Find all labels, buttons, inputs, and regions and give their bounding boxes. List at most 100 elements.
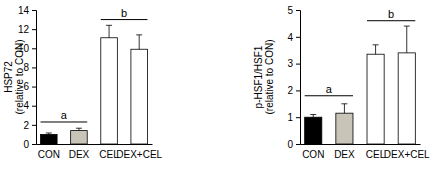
error-bar-stem <box>109 25 110 37</box>
plot-area <box>41 25 148 144</box>
y-tick: 2 <box>23 120 36 131</box>
y-tick-label: 3 <box>287 58 293 69</box>
x-tick-label: CEL <box>366 149 386 160</box>
error-bar-cap <box>341 103 347 104</box>
y-tick-mark <box>296 64 300 65</box>
y-axis-title-line: HSP72 <box>3 61 14 93</box>
y-tick-label: 2 <box>23 120 29 131</box>
error-bar <box>341 104 347 113</box>
y-axis-title-line: p-HSF1/HSF1 <box>253 45 264 108</box>
x-axis-line <box>301 144 421 145</box>
error-bar-cap <box>404 26 410 27</box>
x-tick-label: CON <box>302 149 324 160</box>
x-tick-label: CON <box>38 149 60 160</box>
y-tick-mark <box>32 48 36 49</box>
x-tick-label: DEX+CEL <box>384 149 430 160</box>
chart: 02468101214CONDEXCELDEX+CELHSP72(relativ… <box>3 5 163 160</box>
y-tick-mark <box>32 125 36 126</box>
error-bar-stem <box>375 45 376 54</box>
error-bar-cap <box>46 132 52 133</box>
y-tick: 8 <box>23 62 36 73</box>
y-axis-title-line: (relative to CON) <box>14 39 25 114</box>
y-tick-mark <box>296 90 300 91</box>
plot-area <box>305 26 416 144</box>
y-tick-mark <box>32 87 36 88</box>
y-tick-mark <box>32 29 36 30</box>
y-tick-mark <box>32 106 36 107</box>
y-tick-label: 4 <box>287 32 293 43</box>
y-tick: 12 <box>18 24 36 35</box>
error-bar-cap <box>136 34 142 35</box>
y-tick-label: 0 <box>23 139 29 150</box>
error-bar <box>136 35 142 49</box>
bracket-line <box>101 19 148 20</box>
y-tick-mark <box>296 144 300 145</box>
y-axis-title: p-HSF1/HSF1(relative to CON) <box>253 39 276 114</box>
error-bar <box>106 25 112 37</box>
error-bar-cap <box>76 128 82 129</box>
bracket-label: a <box>326 83 333 95</box>
figure: 02468101214CONDEXCELDEX+CELHSP72(relativ… <box>0 0 440 177</box>
bar <box>101 38 118 144</box>
y-tick-label: 12 <box>18 24 30 35</box>
x-axis: CON DEX CELDEX+CEL <box>301 144 431 160</box>
y-tick-label: 1 <box>287 112 293 123</box>
y-tick-label: 0 <box>287 139 293 150</box>
y-tick: 0 <box>23 139 36 150</box>
bar <box>41 134 58 144</box>
y-axis-title-line: (relative to CON) <box>264 39 275 114</box>
y-tick: 5 <box>287 5 300 16</box>
y-tick-mark <box>296 10 300 11</box>
y-axis-line <box>296 11 301 145</box>
y-tick-label: 5 <box>287 5 293 16</box>
y-tick-mark <box>32 10 36 11</box>
error-bar-cap <box>106 25 112 26</box>
error-bar <box>76 128 82 130</box>
bracket-label: b <box>121 7 127 19</box>
chart: 0 1 2 3 4 5 CON DEX CELDEX+CEL p-HSF1/HSF1(relati… <box>253 5 431 160</box>
x-tick: DEX <box>69 144 90 160</box>
x-tick-label: DEX <box>69 149 90 160</box>
x-tick: DEX <box>334 144 355 160</box>
bar <box>367 54 384 144</box>
x-tick: CEL <box>366 144 386 160</box>
error-bar-cap <box>310 114 316 115</box>
y-axis: 0 1 2 3 4 5 <box>287 5 300 150</box>
error-bar <box>404 26 410 53</box>
y-axis-line <box>32 11 37 145</box>
x-tick: CON <box>302 144 324 160</box>
y-tick-mark <box>32 67 36 68</box>
error-bar-stem <box>313 115 314 118</box>
y-tick: 3 <box>287 58 300 69</box>
x-tick-label: DEX+CEL <box>116 149 162 160</box>
error-bar <box>46 133 52 134</box>
y-tick: 0 <box>287 139 300 150</box>
y-tick: 4 <box>287 32 300 43</box>
y-tick: 6 <box>23 81 36 92</box>
bracket-label: a <box>61 109 68 121</box>
x-tick: DEX+CEL <box>116 144 162 160</box>
bracket-line <box>305 95 353 96</box>
x-axis: CONDEXCELDEX+CEL <box>37 144 163 160</box>
y-tick: 4 <box>23 100 36 111</box>
y-tick-label: 14 <box>18 5 30 16</box>
y-tick-mark <box>296 37 300 38</box>
bracket-line <box>367 20 415 21</box>
error-bar <box>373 45 379 54</box>
y-tick: 1 <box>287 112 300 123</box>
bracket-label: b <box>388 8 394 20</box>
bar <box>398 53 415 144</box>
bar <box>71 131 88 144</box>
error-bar-stem <box>139 35 140 49</box>
x-tick-label: DEX <box>334 149 355 160</box>
bar <box>305 117 322 144</box>
y-tick-label: 2 <box>287 85 293 96</box>
y-tick-mark <box>296 117 300 118</box>
y-tick: 14 <box>18 5 36 16</box>
bar <box>131 49 148 144</box>
bracket-line <box>41 121 88 122</box>
y-axis-title: HSP72(relative to CON) <box>3 39 26 114</box>
error-bar <box>310 115 316 118</box>
x-axis-line <box>37 144 153 145</box>
y-tick-mark <box>32 144 36 145</box>
